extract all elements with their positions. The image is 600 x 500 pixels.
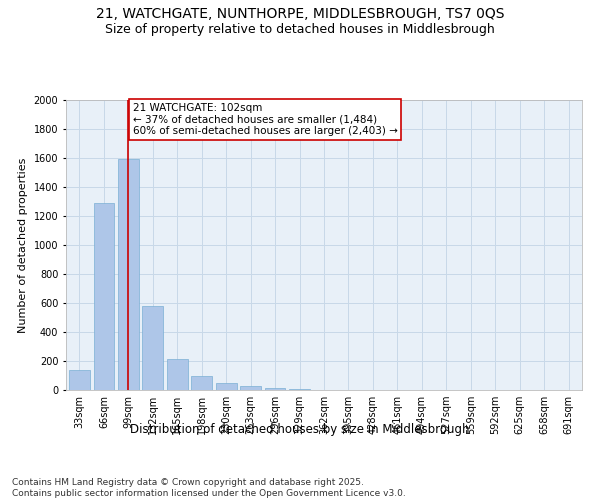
Bar — [94, 203, 114, 390]
Bar — [216, 383, 236, 390]
Text: 21 WATCHGATE: 102sqm
← 37% of detached houses are smaller (1,484)
60% of semi-de: 21 WATCHGATE: 102sqm ← 37% of detached h… — [133, 103, 398, 136]
Bar — [118, 160, 139, 390]
Text: Contains HM Land Registry data © Crown copyright and database right 2025.
Contai: Contains HM Land Registry data © Crown c… — [12, 478, 406, 498]
Bar — [142, 306, 163, 390]
Bar — [167, 359, 188, 390]
Bar — [69, 370, 90, 390]
Bar — [191, 376, 212, 390]
Bar — [265, 388, 286, 390]
Y-axis label: Number of detached properties: Number of detached properties — [18, 158, 28, 332]
Text: Distribution of detached houses by size in Middlesbrough: Distribution of detached houses by size … — [130, 422, 470, 436]
Bar — [240, 386, 261, 390]
Text: Size of property relative to detached houses in Middlesbrough: Size of property relative to detached ho… — [105, 22, 495, 36]
Text: 21, WATCHGATE, NUNTHORPE, MIDDLESBROUGH, TS7 0QS: 21, WATCHGATE, NUNTHORPE, MIDDLESBROUGH,… — [96, 8, 504, 22]
